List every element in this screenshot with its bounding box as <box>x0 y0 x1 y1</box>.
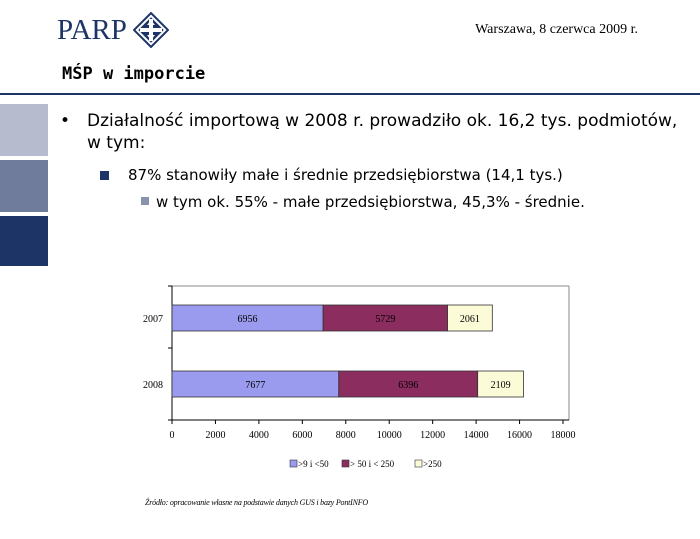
title-divider <box>0 93 700 95</box>
legend-label: > 50 i < 250 <box>350 459 395 469</box>
side-decoration-dark <box>0 216 48 266</box>
bullet-text: w tym ok. 55% - małe przedsiębiorstwa, 4… <box>156 193 585 211</box>
legend-swatch <box>341 459 350 468</box>
x-tick-label: 0 <box>170 430 175 441</box>
legend-swatch <box>289 459 298 468</box>
bar-segment <box>171 304 324 332</box>
legend-box <box>282 457 452 472</box>
date-label: Warszawa, 8 czerwca 2009 r. <box>475 22 638 37</box>
square-bullet-icon <box>100 171 109 180</box>
bullet-level-3: w tym ok. 55% - małe przedsiębiorstwa, 4… <box>141 192 681 213</box>
data-label: 7677 <box>245 380 265 391</box>
bullet-level-1: • Działalność importową w 2008 r. prowad… <box>60 110 690 154</box>
x-tick-label: 12000 <box>420 430 445 441</box>
x-tick-label: 14000 <box>464 430 489 441</box>
category-label: 2007 <box>143 314 163 325</box>
x-tick-label: 2000 <box>205 430 225 441</box>
bar-segment <box>447 304 493 332</box>
legend-label: >9 i <50 <box>298 459 329 469</box>
bar-segment <box>171 370 340 398</box>
data-label: 5729 <box>375 314 395 325</box>
bullet-dot-icon: • <box>60 111 71 131</box>
legend-label: >250 <box>423 459 442 469</box>
x-tick-label: 18000 <box>551 430 576 441</box>
data-label: 2061 <box>460 314 480 325</box>
data-label: 6396 <box>398 380 418 391</box>
x-tick-label: 4000 <box>249 430 269 441</box>
bullet-text: 87% stanowiły małe i średnie przedsiębio… <box>128 166 563 184</box>
square-bullet-icon <box>141 197 149 205</box>
bar-segment <box>322 304 448 332</box>
category-label: 2008 <box>143 380 163 391</box>
x-tick-label: 8000 <box>336 430 356 441</box>
x-tick-label: 10000 <box>377 430 402 441</box>
bullet-level-2: 87% stanowiły małe i średnie przedsiębio… <box>100 165 690 185</box>
bar-segment <box>477 370 524 398</box>
side-decoration-medium <box>0 160 48 212</box>
logo-text: PARP <box>57 13 127 46</box>
bullet-text: Działalność importową w 2008 r. prowadzi… <box>87 111 678 153</box>
x-tick-label: 6000 <box>292 430 312 441</box>
side-decoration-light <box>0 104 48 156</box>
slide-title: MŚP w imporcie <box>62 64 206 84</box>
data-label: 6956 <box>238 314 258 325</box>
parp-logo: PARP <box>57 12 169 48</box>
x-tick-label: 16000 <box>507 430 532 441</box>
parp-logo-mark <box>132 12 169 48</box>
source-note: Źródło: opracowanie własne na podstawie … <box>145 498 369 507</box>
legend-swatch <box>414 459 423 468</box>
data-label: 2109 <box>491 380 511 391</box>
